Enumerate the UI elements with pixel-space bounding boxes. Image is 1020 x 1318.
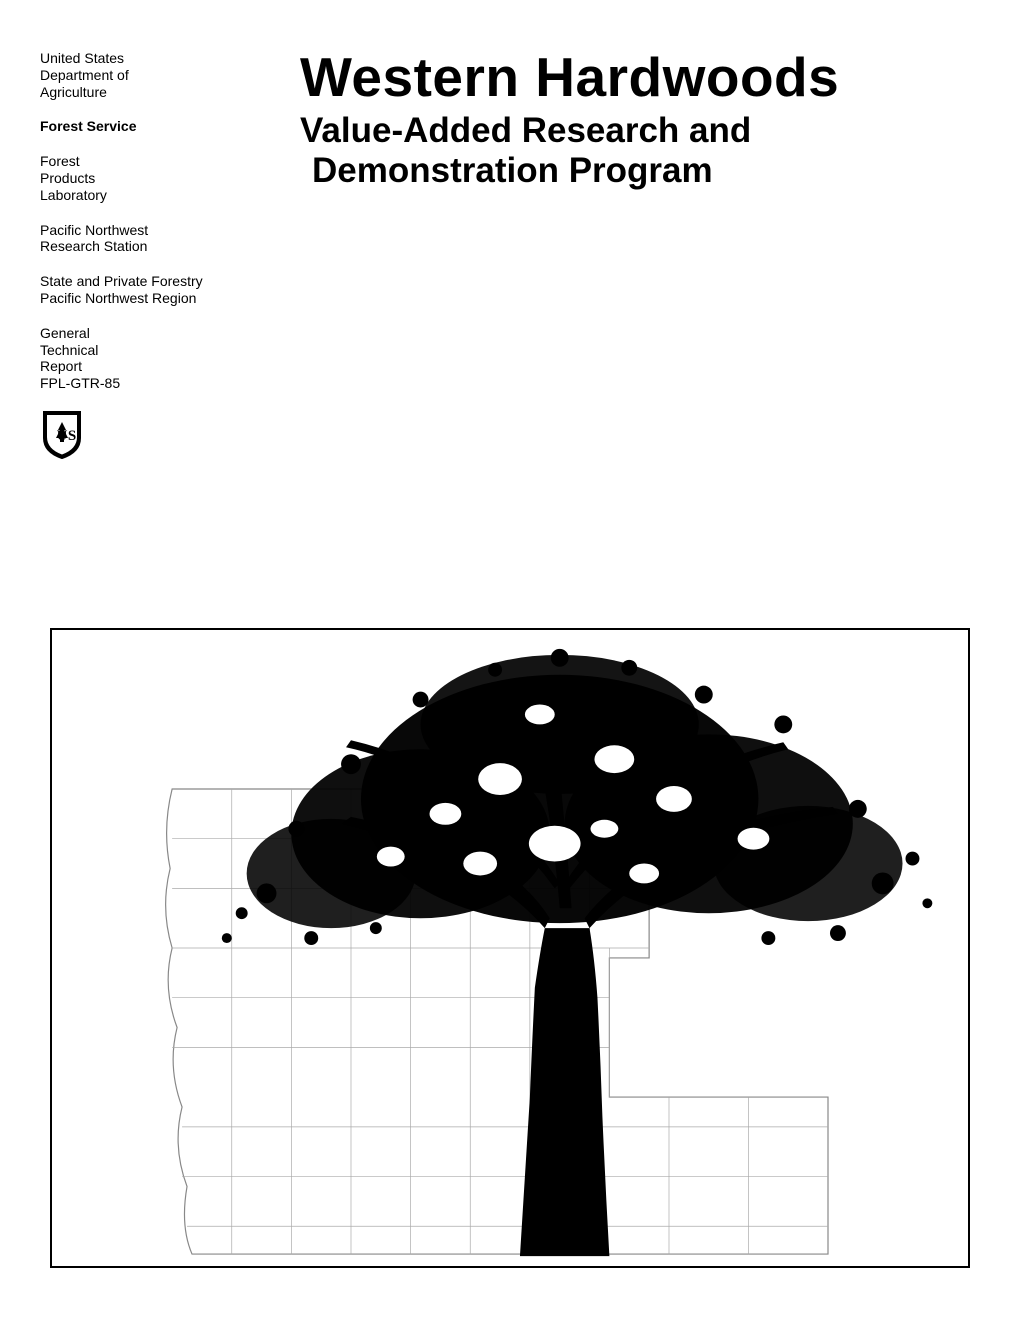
header-section: United States Department of Agriculture … bbox=[40, 50, 980, 460]
region-block: State and Private Forestry Pacific North… bbox=[40, 273, 240, 307]
station-line: Pacific Northwest bbox=[40, 222, 240, 239]
department-block: United States Department of Agriculture bbox=[40, 50, 240, 100]
report-line: FPL-GTR-85 bbox=[40, 375, 240, 392]
report-line: Report bbox=[40, 358, 240, 375]
report-line: General bbox=[40, 325, 240, 342]
region-line: Pacific Northwest Region bbox=[40, 290, 240, 307]
region-line: State and Private Forestry bbox=[40, 273, 240, 290]
tree-map-illustration-icon bbox=[52, 630, 968, 1266]
lab-line: Laboratory bbox=[40, 187, 240, 204]
main-title: Western Hardwoods bbox=[300, 50, 980, 105]
station-line: Research Station bbox=[40, 238, 240, 255]
svg-text:S: S bbox=[68, 428, 76, 444]
sidebar: United States Department of Agriculture … bbox=[40, 50, 240, 460]
forest-service-shield-icon: U S bbox=[40, 410, 84, 460]
lab-line: Products bbox=[40, 170, 240, 187]
report-block: General Technical Report FPL-GTR-85 bbox=[40, 325, 240, 392]
cover-illustration bbox=[50, 628, 970, 1268]
subtitle-line-1: Value-Added Research and bbox=[300, 111, 980, 151]
dept-line: Department of bbox=[40, 67, 240, 84]
dept-line: Agriculture bbox=[40, 84, 240, 101]
forest-service-label: Forest Service bbox=[40, 118, 240, 135]
report-line: Technical bbox=[40, 342, 240, 359]
station-block: Pacific Northwest Research Station bbox=[40, 222, 240, 256]
lab-line: Forest bbox=[40, 153, 240, 170]
laboratory-block: Forest Products Laboratory bbox=[40, 153, 240, 203]
subtitle-line-2: Demonstration Program bbox=[300, 151, 980, 191]
title-block: Western Hardwoods Value-Added Research a… bbox=[300, 50, 980, 192]
dept-line: United States bbox=[40, 50, 240, 67]
